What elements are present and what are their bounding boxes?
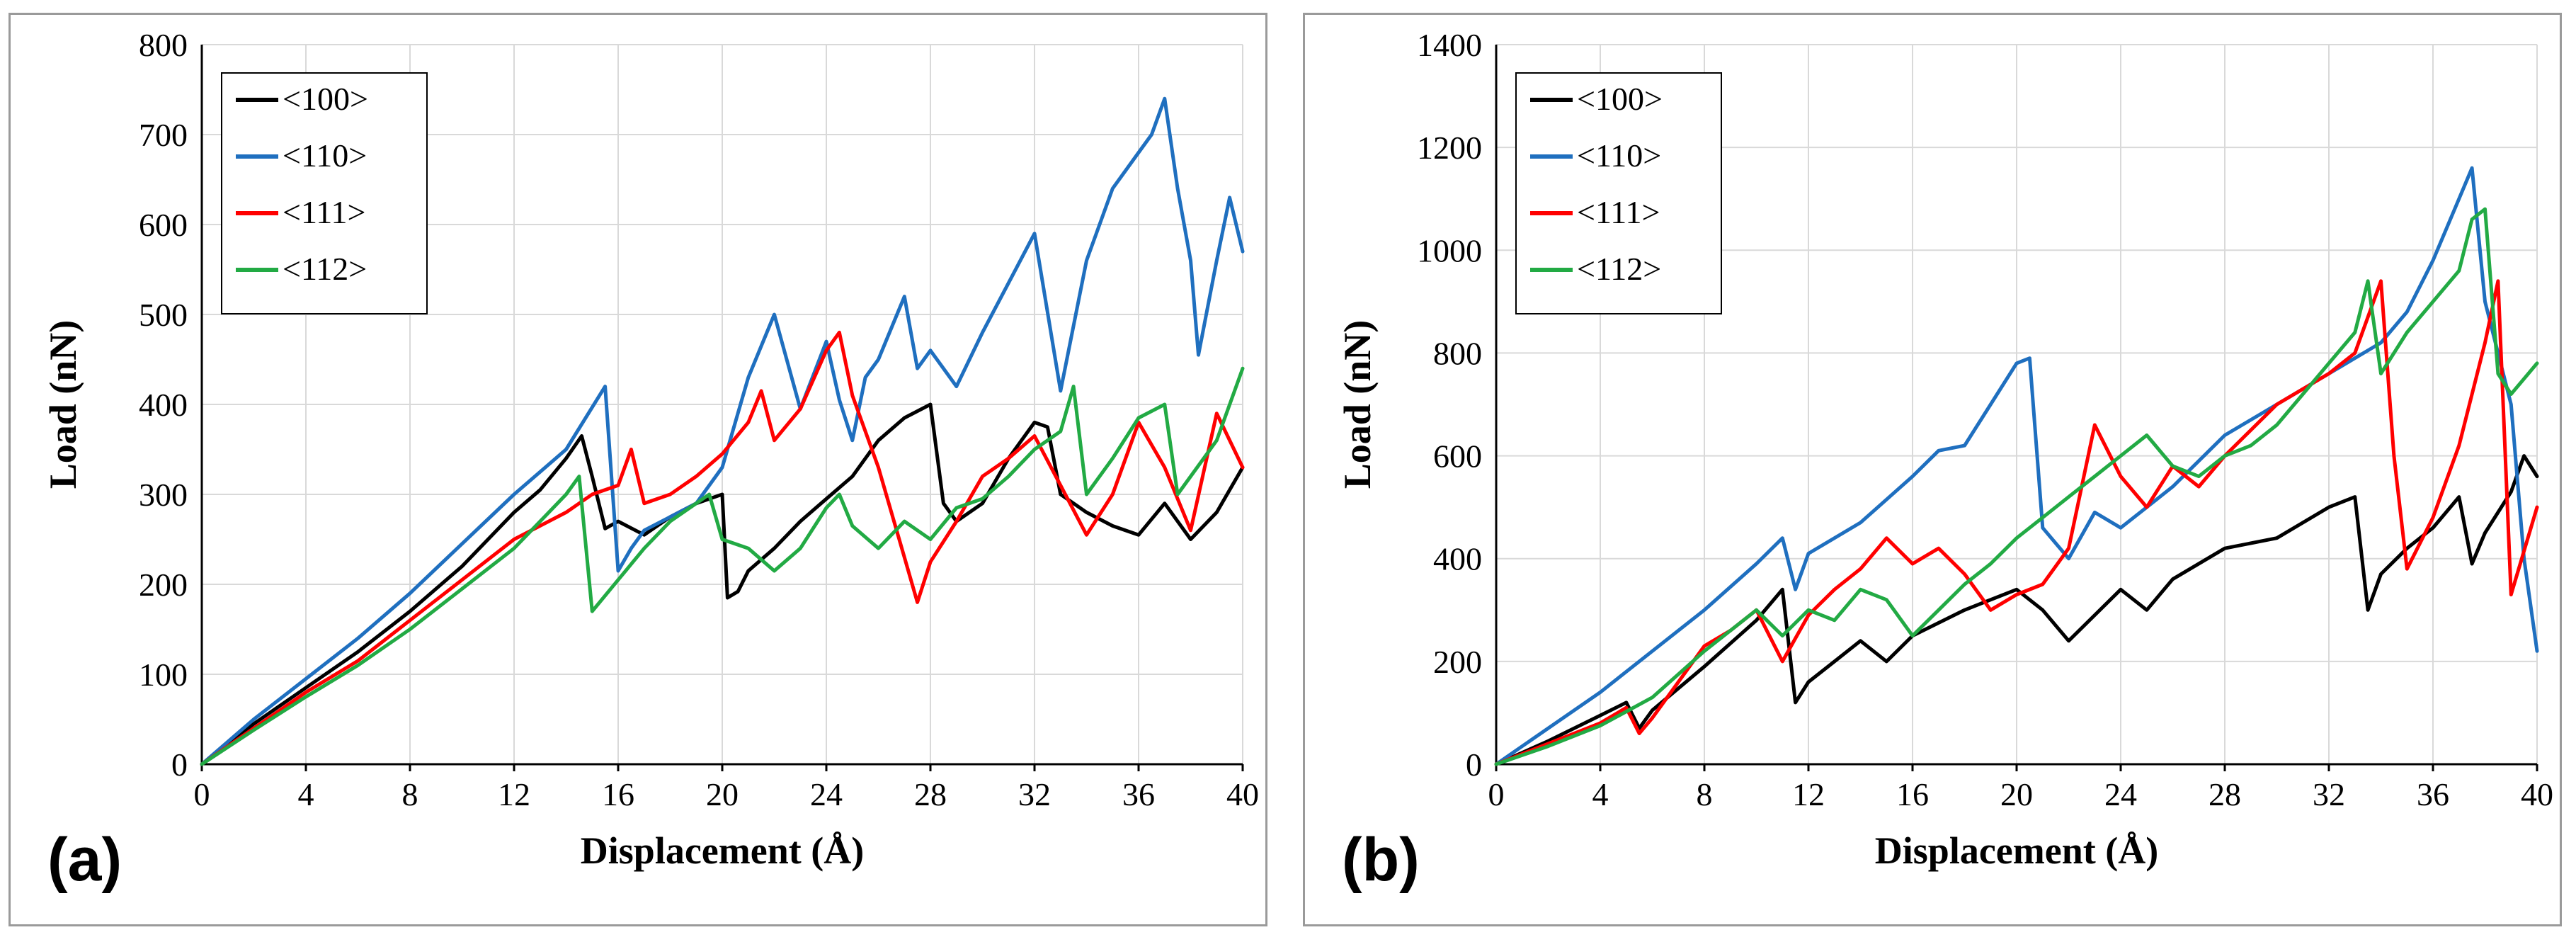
y-tick-label: 200 (139, 567, 188, 603)
x-tick-label: 32 (2313, 776, 2345, 812)
x-tick-label: 4 (298, 776, 314, 812)
y-tick-label: 600 (1433, 438, 1482, 475)
y-tick-label: 400 (1433, 541, 1482, 577)
x-tick-label: 24 (810, 776, 843, 812)
y-tick-label: 800 (139, 27, 188, 63)
y-tick-label: 200 (1433, 644, 1482, 680)
series-line-3 (200, 366, 1245, 766)
x-tick-label: 0 (1488, 776, 1505, 812)
x-tick-label: 32 (1018, 776, 1051, 812)
x-tick-label: 8 (1697, 776, 1713, 812)
y-axis-label-a: Load (nN) (42, 320, 84, 489)
y-tick-label: 0 (1466, 747, 1482, 783)
legend-label: <110> (283, 137, 367, 174)
legend-box (221, 72, 428, 314)
series-group-b (1494, 166, 2539, 766)
y-axis-label-b: Load (nN) (1336, 320, 1379, 489)
x-tick-label: 8 (402, 776, 418, 812)
x-tick-label: 4 (1592, 776, 1609, 812)
panel-label-a: (a) (47, 826, 122, 894)
series-group-a (200, 96, 1245, 766)
legend-label: <112> (1577, 251, 1661, 287)
legend-label: <111> (283, 194, 365, 230)
legend-label: <100> (283, 81, 368, 117)
y-tick-label: 800 (1433, 335, 1482, 371)
y-tick-label: 500 (139, 297, 188, 333)
panel-label-b: (b) (1342, 826, 1420, 894)
x-tick-label: 20 (2000, 776, 2033, 812)
legend-box (1515, 72, 1722, 314)
series-line-1 (1494, 166, 2539, 766)
x-tick-label: 36 (1122, 776, 1155, 812)
chart-panel-a: 0 4 8 12 16 20 24 28 32 36 40 0 100 200 300 400 500 600 70… (8, 13, 1267, 926)
y-tick-label: 0 (171, 747, 188, 783)
x-tick-label: 28 (2209, 776, 2241, 812)
legend-label: <110> (1577, 137, 1661, 174)
legend-a: <100> <110> <111> <112> (221, 72, 428, 314)
x-tick-label: 40 (2521, 776, 2553, 812)
y-tick-label: 100 (139, 657, 188, 693)
x-tick-label: 12 (1792, 776, 1825, 812)
y-tick-label: 300 (139, 477, 188, 513)
x-axis-label-b: Displacement (Å) (1875, 829, 2158, 872)
x-tick-label: 24 (2104, 776, 2137, 812)
y-tick-label: 1200 (1417, 130, 1482, 166)
x-tick-label: 16 (1896, 776, 1929, 812)
series-line-2 (200, 330, 1245, 766)
y-tick-label: 700 (139, 117, 188, 153)
x-tick-label: 36 (2417, 776, 2449, 812)
x-axis-label-a: Displacement (Å) (581, 829, 864, 872)
legend-label: <100> (1577, 81, 1663, 117)
y-tick-label: 400 (139, 387, 188, 423)
legend-label: <111> (1577, 194, 1660, 230)
series-line-0 (1494, 454, 2539, 766)
series-line-3 (1494, 207, 2539, 766)
legend-label: <112> (283, 251, 367, 287)
x-tick-label: 0 (194, 776, 210, 812)
x-tick-label: 28 (914, 776, 947, 812)
chart-panel-b: 0 4 8 12 16 20 24 28 32 36 40 0 200 400 600 800 1000 1200… (1303, 13, 2562, 926)
chart-b-svg: 0 4 8 12 16 20 24 28 32 36 40020040060080010001200… (1336, 27, 2553, 872)
x-tick-label: 20 (706, 776, 739, 812)
x-tick-label: 12 (498, 776, 530, 812)
chart-a-svg: 0 4 8 12 16 20 24 28 32 36 40010020030040050060070… (42, 27, 1259, 872)
y-tick-label: 1400 (1417, 27, 1482, 63)
x-tick-label: 40 (1226, 776, 1259, 812)
x-tick-label: 16 (602, 776, 634, 812)
legend-b: <100> <110> <111> <112> (1515, 72, 1722, 314)
y-tick-label: 600 (139, 207, 188, 243)
y-tick-label: 1000 (1417, 232, 1482, 268)
